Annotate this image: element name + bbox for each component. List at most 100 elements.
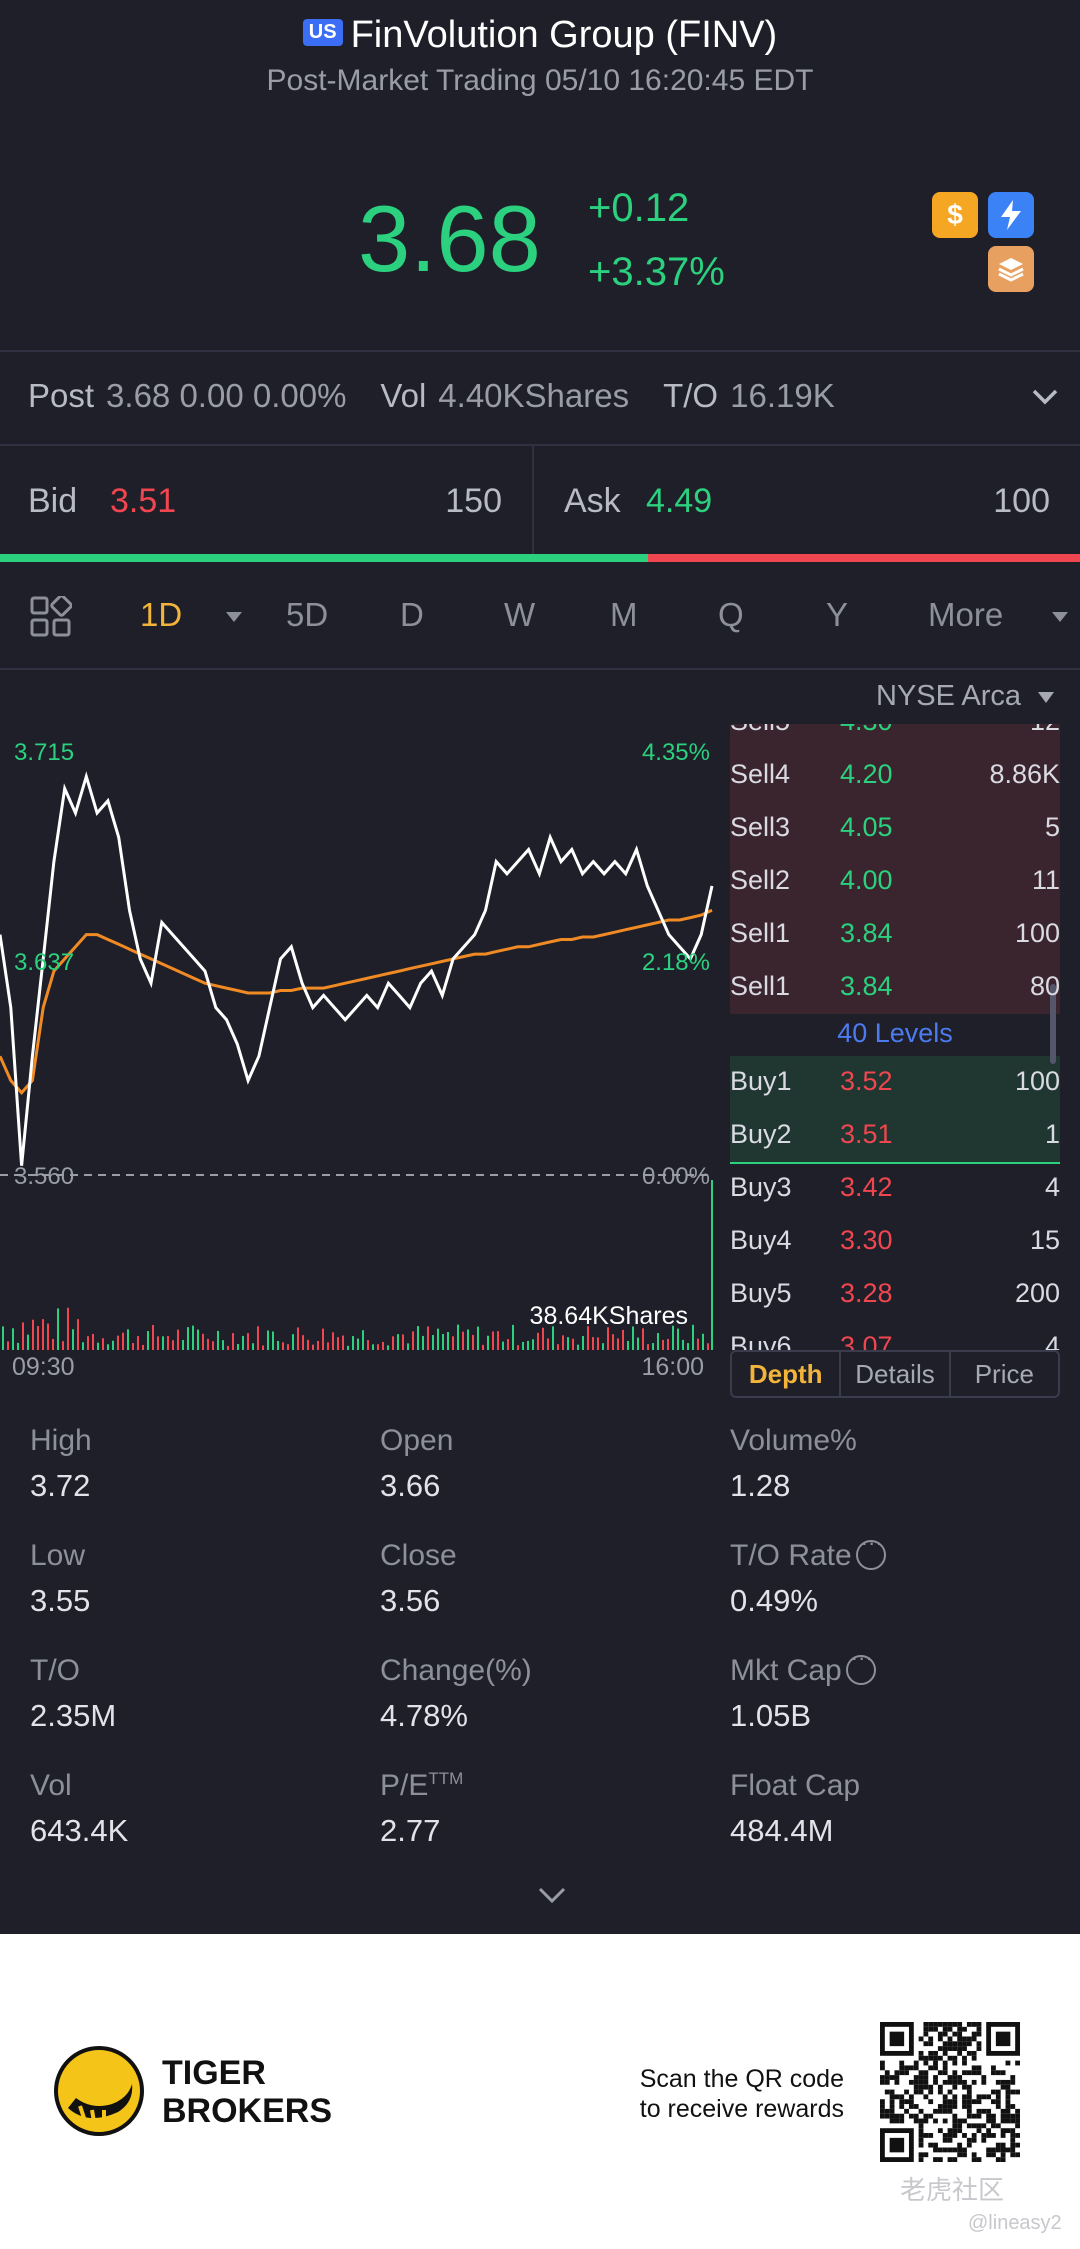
promo-footer: TIGER BROKERS Scan the QR code to receive … bbox=[0, 1934, 1080, 2249]
volume-bar bbox=[172, 1340, 174, 1350]
volume-bar bbox=[652, 1343, 654, 1350]
volume-bar bbox=[362, 1330, 364, 1350]
post-values: 3.68 0.00 0.00% bbox=[106, 377, 347, 414]
level-price: 3.84 bbox=[840, 918, 893, 948]
order-book-row[interactable]: Buy3 3.42 4 bbox=[730, 1162, 1060, 1215]
stat-low: Low 3.55 bbox=[30, 1539, 91, 1618]
volume-bar bbox=[532, 1339, 534, 1350]
volume-bar bbox=[477, 1326, 479, 1350]
stat-pe: P/ETTM 2.77 bbox=[380, 1769, 464, 1848]
order-book-row[interactable]: Sell5 4.30 12 bbox=[730, 724, 1060, 749]
volume-bar bbox=[707, 1343, 709, 1350]
volume-bar bbox=[47, 1323, 49, 1350]
tab-depth[interactable]: Depth bbox=[732, 1352, 842, 1396]
volume-bar bbox=[302, 1335, 304, 1350]
tab-m[interactable]: M bbox=[610, 596, 638, 633]
ask-section[interactable]: Ask 4.49 100 bbox=[536, 446, 1080, 554]
grid-layout-icon[interactable] bbox=[30, 596, 72, 638]
volume-bar bbox=[582, 1335, 584, 1350]
volume-bar bbox=[22, 1322, 24, 1350]
volume-bar bbox=[657, 1333, 659, 1350]
order-book-row[interactable]: Sell1 3.84 100 bbox=[730, 908, 1060, 961]
order-book-row[interactable]: Buy5 3.28 200 bbox=[730, 1268, 1060, 1321]
volume-bar bbox=[672, 1325, 674, 1350]
order-book-row[interactable]: Buy2 3.51 1 bbox=[730, 1109, 1060, 1162]
levels-toggle[interactable]: 40 Levels bbox=[837, 1018, 953, 1048]
level-price: 4.05 bbox=[840, 812, 893, 842]
order-book-row[interactable]: Sell3 4.05 5 bbox=[730, 802, 1060, 855]
level-name: Buy2 bbox=[730, 1119, 792, 1149]
volume-bar bbox=[417, 1326, 419, 1350]
tab-more[interactable]: More bbox=[928, 596, 1004, 633]
exchange-selector[interactable]: NYSE Arca bbox=[876, 680, 1022, 712]
more-info-icon[interactable] bbox=[845, 1645, 876, 1685]
chevron-down-icon[interactable] bbox=[1038, 692, 1054, 703]
intraday-chart[interactable]: 3.715 3.637 3.560 4.35% 2.18% 0.00% 38.6… bbox=[0, 720, 720, 1380]
volume-bar bbox=[192, 1325, 194, 1350]
level-price: 3.30 bbox=[840, 1225, 893, 1255]
tab-d[interactable]: D bbox=[400, 596, 424, 633]
volume-bar bbox=[257, 1326, 259, 1350]
bid-label: Bid bbox=[28, 482, 78, 520]
expand-chevron-icon[interactable] bbox=[536, 1884, 568, 1906]
qr-code[interactable] bbox=[880, 2022, 1020, 2162]
volume-bar bbox=[397, 1334, 399, 1350]
volume-bar bbox=[307, 1339, 309, 1350]
order-book-row[interactable]: Sell2 4.00 11 bbox=[730, 855, 1060, 908]
volume-bar bbox=[182, 1340, 184, 1350]
tab-5d[interactable]: 5D bbox=[286, 596, 329, 633]
order-book-row[interactable]: Buy4 3.30 15 bbox=[730, 1215, 1060, 1268]
level-qty: 80 bbox=[1029, 971, 1060, 1001]
volume-bar bbox=[117, 1335, 119, 1350]
average-price-line bbox=[0, 908, 713, 1095]
stat-float-cap: Float Cap 484.4M bbox=[730, 1769, 861, 1848]
chevron-down-icon[interactable] bbox=[1030, 382, 1060, 412]
dollar-icon[interactable]: $ bbox=[932, 192, 978, 238]
more-info-icon[interactable] bbox=[855, 1530, 886, 1570]
volume-bar bbox=[472, 1334, 474, 1350]
tab-q[interactable]: Q bbox=[718, 596, 744, 633]
post-market-summary[interactable]: Post 3.68 0.00 0.00% Vol 4.40KShares T/O… bbox=[28, 356, 1068, 436]
level-name: Sell1 bbox=[730, 918, 791, 948]
level-qty: 100 bbox=[1014, 918, 1060, 948]
volume-bar bbox=[497, 1331, 499, 1350]
order-book-row[interactable]: Sell4 4.20 8.86K bbox=[730, 749, 1060, 802]
volume-bar bbox=[57, 1308, 59, 1350]
level-qty: 15 bbox=[1029, 1225, 1060, 1255]
tab-price[interactable]: Price bbox=[974, 1358, 1034, 1389]
volume-bar bbox=[167, 1336, 169, 1350]
level-name: Sell4 bbox=[730, 759, 791, 789]
stat-vol: Vol 643.4K bbox=[30, 1769, 129, 1848]
order-book-row[interactable]: Buy1 3.52 100 bbox=[730, 1056, 1060, 1109]
pct-label-high: 4.35% bbox=[642, 739, 710, 766]
volume-bar bbox=[277, 1340, 279, 1350]
volume-bar bbox=[147, 1331, 149, 1350]
volume-bar bbox=[662, 1339, 664, 1350]
volume-bar bbox=[367, 1340, 369, 1350]
volume-bar bbox=[437, 1328, 439, 1350]
volume-bar bbox=[512, 1324, 514, 1350]
layers-icon[interactable] bbox=[988, 246, 1034, 292]
stat-change: Change(%) 4.78% bbox=[380, 1654, 532, 1733]
volume-bar bbox=[127, 1329, 129, 1350]
level-qty: 11 bbox=[1031, 865, 1060, 895]
chevron-down-icon[interactable] bbox=[1052, 612, 1068, 622]
scan-prompt: Scan the QR code to receive rewards bbox=[639, 2065, 844, 2123]
order-book[interactable]: Sell5 4.30 12 Sell4 4.20 8.86K Sell3 4.05 5 Sell2… bbox=[730, 724, 1060, 1350]
book-scrollbar[interactable] bbox=[1050, 984, 1056, 1064]
volume-bar bbox=[317, 1340, 319, 1350]
stock-title: US FinVolution Group (FINV) bbox=[0, 14, 1080, 57]
lightning-icon[interactable] bbox=[988, 192, 1034, 238]
chevron-down-icon[interactable] bbox=[226, 612, 242, 622]
tab-details[interactable]: Details bbox=[841, 1352, 951, 1396]
order-book-row[interactable]: Buy6 3.07 4 bbox=[730, 1321, 1060, 1350]
ask-ratio-bar bbox=[648, 554, 1080, 562]
volume-bar bbox=[597, 1337, 599, 1350]
tab-w[interactable]: W bbox=[504, 596, 536, 633]
order-book-row[interactable]: Sell1 3.84 80 bbox=[730, 961, 1060, 1014]
buy-highlight-border bbox=[730, 1162, 1060, 1164]
volume-bar bbox=[702, 1333, 704, 1350]
tab-1d[interactable]: 1D bbox=[140, 596, 183, 633]
bid-section[interactable]: Bid 3.51 150 bbox=[0, 446, 534, 554]
tab-y[interactable]: Y bbox=[826, 596, 849, 633]
